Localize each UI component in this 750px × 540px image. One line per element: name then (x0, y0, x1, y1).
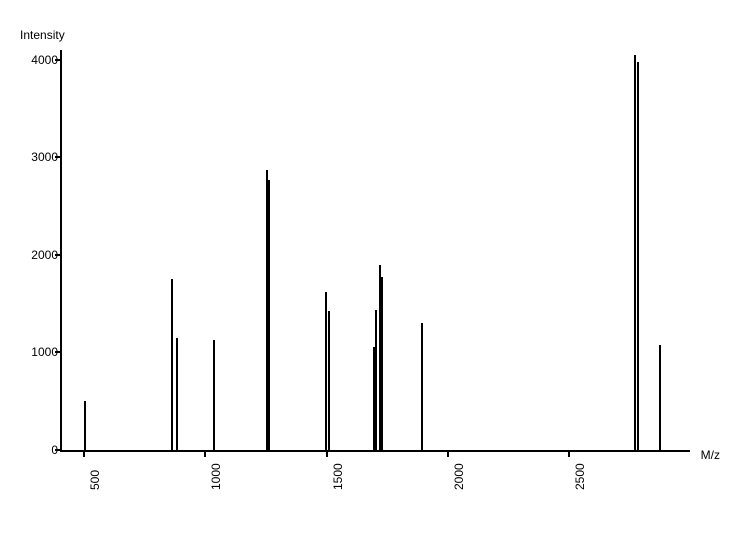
x-tick-label: 1500 (331, 463, 345, 490)
x-tick-mark (447, 452, 449, 457)
x-tick-label: 2500 (573, 463, 587, 490)
spectrum-peak (176, 338, 178, 450)
x-tick-label: 500 (88, 470, 102, 490)
x-tick-mark (83, 452, 85, 457)
y-tick-mark (55, 59, 60, 61)
y-tick-label: 3000 (18, 150, 58, 164)
spectrum-peak (213, 340, 215, 450)
spectrum-peak (421, 323, 423, 450)
x-axis-line (60, 450, 690, 452)
y-tick-mark (55, 156, 60, 158)
x-tick-mark (204, 452, 206, 457)
x-tick-label: 2000 (452, 463, 466, 490)
y-tick-label: 1000 (18, 345, 58, 359)
y-tick-label: 4000 (18, 53, 58, 67)
y-axis-title: Intensity (20, 28, 65, 42)
spectrum-peak (375, 310, 377, 450)
spectrum-peak (659, 345, 661, 450)
y-tick-label: 0 (18, 443, 58, 457)
spectrum-peak (637, 62, 639, 450)
mass-spectrum-chart: Intensity M/z 0 1000 2000 3000 4000 500 1000 15… (0, 0, 750, 540)
spectrum-peak (84, 401, 86, 450)
plot-area (60, 50, 690, 450)
y-tick-label: 2000 (18, 248, 58, 262)
x-axis-title: M/z (701, 448, 720, 462)
y-tick-mark (55, 254, 60, 256)
spectrum-peak (381, 277, 383, 450)
x-tick-label: 1000 (209, 463, 223, 490)
x-tick-mark (326, 452, 328, 457)
x-tick-mark (568, 452, 570, 457)
spectrum-peak (171, 279, 173, 450)
spectrum-peak (328, 311, 330, 450)
y-tick-mark (55, 351, 60, 353)
y-tick-mark (55, 449, 60, 451)
spectrum-peak (268, 180, 270, 450)
